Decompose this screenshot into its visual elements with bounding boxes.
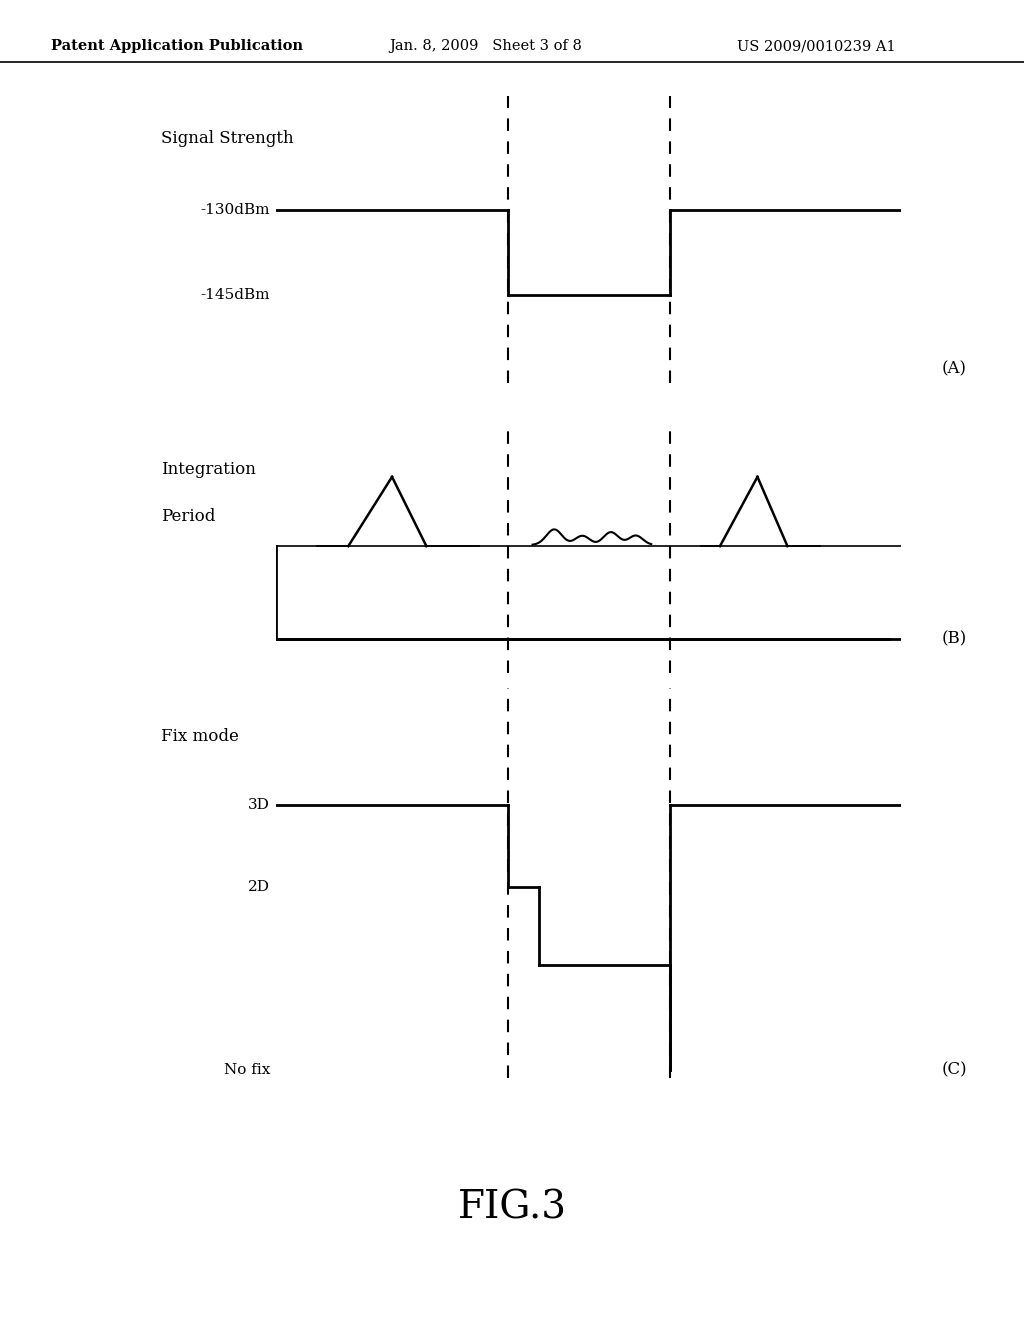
Text: Integration: Integration (161, 462, 256, 478)
Text: (A): (A) (942, 360, 967, 378)
Text: Signal Strength: Signal Strength (161, 131, 294, 147)
Text: Fix mode: Fix mode (161, 729, 239, 746)
Text: -145dBm: -145dBm (201, 288, 270, 302)
Text: Patent Application Publication: Patent Application Publication (51, 40, 303, 53)
Text: (B): (B) (942, 630, 967, 647)
Text: 2D: 2D (248, 880, 270, 894)
Text: No fix: No fix (224, 1063, 270, 1077)
Text: -130dBm: -130dBm (201, 202, 270, 216)
Text: Period: Period (161, 508, 215, 524)
Text: (C): (C) (942, 1061, 968, 1078)
Text: US 2009/0010239 A1: US 2009/0010239 A1 (737, 40, 896, 53)
Text: FIG.3: FIG.3 (458, 1189, 566, 1226)
Text: 3D: 3D (249, 799, 270, 812)
Text: Jan. 8, 2009   Sheet 3 of 8: Jan. 8, 2009 Sheet 3 of 8 (389, 40, 582, 53)
